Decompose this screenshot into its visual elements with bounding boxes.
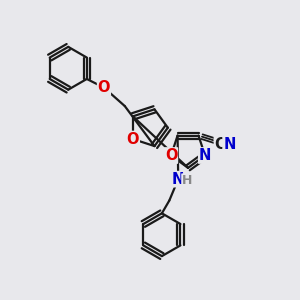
Text: O: O (127, 132, 139, 147)
Text: C: C (214, 137, 225, 152)
Text: N: N (223, 137, 236, 152)
Text: O: O (98, 80, 110, 95)
Text: O: O (165, 148, 177, 163)
Text: N: N (172, 172, 184, 187)
Text: H: H (182, 174, 192, 187)
Text: N: N (199, 148, 211, 163)
